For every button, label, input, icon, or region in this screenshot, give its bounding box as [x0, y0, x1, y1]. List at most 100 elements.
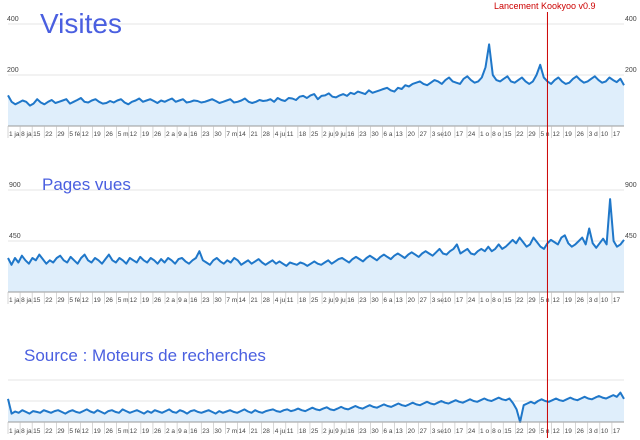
x-tick-label-1-48: 3 d — [589, 131, 598, 138]
x-tick-label-1-19: 14 — [238, 131, 246, 138]
x-tick-label-3-26: 2 ju — [323, 428, 334, 435]
x-tick-label-1-29: 23 — [359, 131, 367, 138]
x-tick-label-3-32: 13 — [396, 428, 404, 435]
series-area-3 — [8, 392, 624, 422]
chart-title-moteurs: Source : Moteurs de recherches — [24, 346, 266, 365]
x-tick-label-2-46: 19 — [565, 297, 573, 304]
x-tick-label-1-4: 29 — [57, 131, 65, 138]
x-tick-label-1-40: 8 o — [492, 131, 501, 138]
x-tick-label-3-42: 22 — [516, 428, 524, 435]
x-tick-label-1-20: 21 — [251, 131, 259, 138]
x-tick-label-2-17: 30 — [214, 297, 222, 304]
x-tick-label-3-1: 8 ja — [21, 428, 32, 435]
x-tick-label-2-18: 7 m — [226, 297, 237, 304]
x-tick-label-1-25: 25 — [311, 131, 319, 138]
x-tick-label-2-8: 26 — [106, 297, 114, 304]
x-tick-label-1-10: 12 — [130, 131, 138, 138]
x-tick-label-3-36: 10 — [444, 428, 452, 435]
x-tick-label-1-41: 15 — [504, 131, 512, 138]
x-tick-label-2-33: 20 — [408, 297, 416, 304]
x-tick-label-3-21: 28 — [263, 428, 271, 435]
x-tick-label-3-13: 2 a — [166, 428, 175, 435]
x-tick-label-3-5: 5 fé — [69, 428, 80, 435]
x-tick-label-1-28: 16 — [347, 131, 355, 138]
x-tick-label-3-45: 12 — [553, 428, 561, 435]
x-tick-label-2-11: 19 — [142, 297, 150, 304]
x-tick-label-2-3: 22 — [45, 297, 53, 304]
x-tick-label-3-12: 26 — [154, 428, 162, 435]
x-tick-label-2-21: 28 — [263, 297, 271, 304]
x-tick-label-2-2: 15 — [33, 297, 41, 304]
x-tick-label-1-9: 5 m — [118, 131, 129, 138]
x-tick-label-3-46: 19 — [565, 428, 573, 435]
x-tick-label-1-34: 27 — [420, 131, 428, 138]
x-tick-label-2-49: 10 — [601, 297, 609, 304]
x-tick-label-3-0: 1 ja — [9, 428, 20, 435]
x-tick-label-2-5: 5 fé — [69, 297, 80, 304]
y-tick-label-right-1-1: 400 — [625, 16, 637, 23]
x-tick-label-2-19: 14 — [238, 297, 246, 304]
x-tick-label-2-12: 26 — [154, 297, 162, 304]
x-tick-label-3-4: 29 — [57, 428, 65, 435]
x-tick-label-2-39: 1 o — [480, 297, 489, 304]
x-tick-label-1-26: 2 ju — [323, 131, 334, 138]
x-tick-label-1-50: 17 — [613, 131, 621, 138]
x-tick-label-3-14: 9 a — [178, 428, 187, 435]
x-tick-label-2-48: 3 d — [589, 297, 598, 304]
x-tick-label-1-5: 5 fé — [69, 131, 80, 138]
x-tick-label-1-32: 13 — [396, 131, 404, 138]
y-tick-label-right-2-0: 450 — [625, 233, 637, 240]
x-tick-label-1-8: 26 — [106, 131, 114, 138]
y-tick-label-right-1-0: 200 — [625, 67, 637, 74]
x-tick-label-2-20: 21 — [251, 297, 259, 304]
x-tick-label-1-43: 29 — [528, 131, 536, 138]
x-tick-label-2-38: 24 — [468, 297, 476, 304]
x-tick-label-1-33: 20 — [408, 131, 416, 138]
x-tick-label-2-47: 26 — [577, 297, 585, 304]
x-tick-label-1-21: 28 — [263, 131, 271, 138]
x-tick-label-3-49: 10 — [601, 428, 609, 435]
x-tick-label-1-2: 15 — [33, 131, 41, 138]
y-tick-label-left-2-1: 900 — [9, 182, 21, 189]
x-tick-label-3-38: 24 — [468, 428, 476, 435]
x-tick-label-3-40: 8 o — [492, 428, 501, 435]
x-tick-label-2-42: 22 — [516, 297, 524, 304]
chart-title-pages-vues: Pages vues — [42, 175, 131, 194]
x-tick-label-1-44: 5 n — [540, 131, 549, 138]
x-tick-label-3-44: 5 n — [540, 428, 549, 435]
x-tick-label-3-28: 16 — [347, 428, 355, 435]
x-tick-label-3-2: 15 — [33, 428, 41, 435]
x-tick-label-3-18: 7 m — [226, 428, 237, 435]
x-tick-label-2-9: 5 m — [118, 297, 129, 304]
x-tick-label-2-0: 1 ja — [9, 297, 20, 304]
x-tick-label-2-16: 23 — [202, 297, 210, 304]
x-tick-label-3-35: 3 se — [432, 428, 445, 435]
x-tick-label-2-30: 30 — [371, 297, 379, 304]
y-tick-label-left-2-0: 450 — [9, 233, 21, 240]
x-tick-label-2-13: 2 a — [166, 297, 175, 304]
x-tick-label-2-41: 15 — [504, 297, 512, 304]
x-tick-label-2-26: 2 ju — [323, 297, 334, 304]
x-tick-label-2-27: 9 ju — [335, 297, 346, 304]
x-tick-label-1-14: 9 a — [178, 131, 187, 138]
x-tick-label-1-1: 8 ja — [21, 131, 32, 138]
x-tick-label-1-24: 18 — [299, 131, 307, 138]
x-tick-label-3-3: 22 — [45, 428, 53, 435]
x-tick-label-3-50: 17 — [613, 428, 621, 435]
x-tick-label-1-3: 22 — [45, 131, 53, 138]
x-tick-label-3-8: 26 — [106, 428, 114, 435]
x-tick-label-3-29: 23 — [359, 428, 367, 435]
x-tick-label-3-10: 12 — [130, 428, 138, 435]
x-tick-label-1-17: 30 — [214, 131, 222, 138]
x-tick-label-3-7: 19 — [94, 428, 102, 435]
x-tick-label-2-35: 3 se — [432, 297, 445, 304]
x-tick-label-2-31: 6 a — [383, 297, 392, 304]
x-tick-label-1-23: 11 — [287, 131, 294, 138]
x-tick-label-2-44: 5 n — [540, 297, 549, 304]
x-tick-label-2-24: 18 — [299, 297, 307, 304]
x-tick-label-3-24: 18 — [299, 428, 307, 435]
x-tick-label-2-15: 16 — [190, 297, 198, 304]
event-label: Lancement Kookyoo v0.9 — [494, 1, 596, 11]
y-tick-label-right-2-1: 900 — [625, 182, 637, 189]
